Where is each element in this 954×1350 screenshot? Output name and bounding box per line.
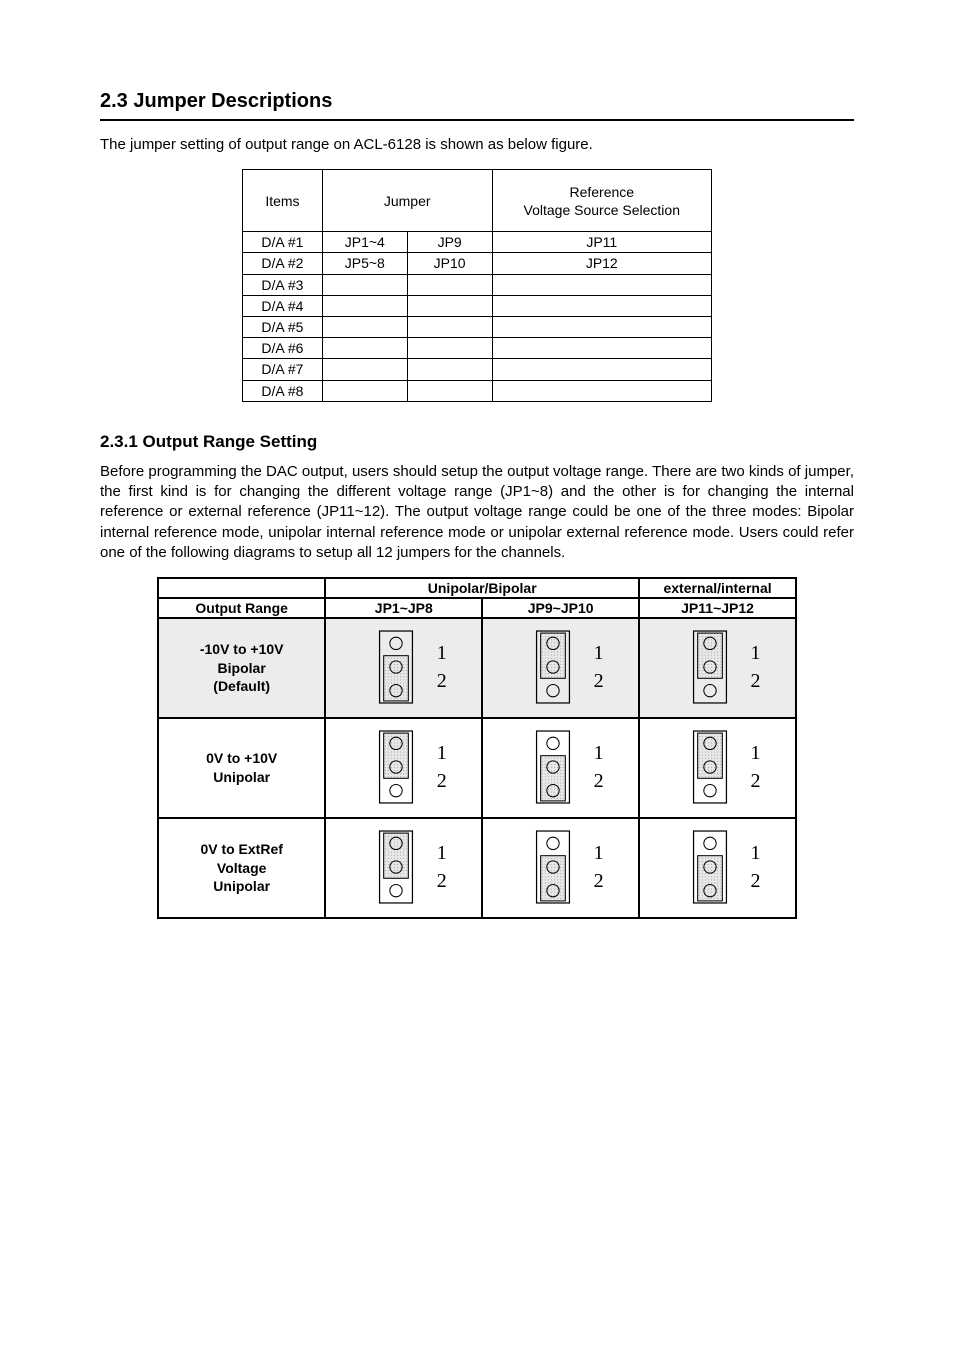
table-row-label: D/A #4 (243, 295, 323, 316)
table-cell (492, 359, 711, 380)
pin-label-2: 2 (751, 667, 761, 695)
jumper-diagram-cell: 12 (482, 718, 639, 818)
pin-label-2: 2 (751, 867, 761, 895)
pin-label-1: 1 (437, 839, 447, 867)
table-row-label: D/A #7 (243, 359, 323, 380)
table-cell (492, 380, 711, 401)
pin-label-2: 2 (751, 767, 761, 795)
table-cell (322, 274, 407, 295)
table-cell: JP11 (492, 232, 711, 253)
subsection-paragraph: Before programming the DAC output, users… (100, 462, 854, 563)
table-row-label: D/A #8 (243, 380, 323, 401)
table-cell (407, 338, 492, 359)
jumper-ref-table-wrap: Items Jumper ReferenceVoltage Source Sel… (100, 169, 854, 402)
table-row-label: D/A #1 (243, 232, 323, 253)
col-items: Items (243, 170, 323, 232)
table-cell (407, 359, 492, 380)
section-number: 2.3 (100, 90, 128, 112)
ext-int-header: external/internal (639, 578, 796, 598)
jumper-diagram-cell: 12 (482, 618, 639, 718)
pin-label-2: 2 (437, 867, 447, 895)
pin-label-1: 1 (594, 739, 604, 767)
output-range-label: 0V to +10VUnipolar (158, 718, 325, 818)
jumper-diagram-cell: 12 (639, 718, 796, 818)
table-cell (322, 295, 407, 316)
jumper-ref-table: Items Jumper ReferenceVoltage Source Sel… (242, 169, 712, 402)
pin-label-2: 2 (437, 767, 447, 795)
table-cell (407, 380, 492, 401)
subsection-header: 2.3.1 Output Range Setting (100, 432, 854, 452)
pin-label-1: 1 (437, 639, 447, 667)
table-cell (492, 295, 711, 316)
section-header: 2.3 Jumper Descriptions (100, 90, 854, 113)
table-row-label: D/A #5 (243, 317, 323, 338)
table-cell: JP9 (407, 232, 492, 253)
table-cell (322, 338, 407, 359)
output-range-table-wrap: Unipolar/Bipolar external/internal Outpu… (100, 577, 854, 919)
table-cell: JP1~4 (322, 232, 407, 253)
jumper-diagram-cell: 12 (639, 618, 796, 718)
table-cell (407, 317, 492, 338)
pin-label-1: 1 (437, 739, 447, 767)
pin-label-2: 2 (594, 767, 604, 795)
blank-header (158, 578, 325, 598)
table-row-label: D/A #3 (243, 274, 323, 295)
jumper-diagram-cell: 12 (325, 818, 482, 918)
pin-label-2: 2 (437, 667, 447, 695)
table-cell (322, 359, 407, 380)
table-row-label: D/A #6 (243, 338, 323, 359)
subsection-title: Output Range Setting (143, 432, 318, 451)
subsection-number: 2.3.1 (100, 432, 138, 451)
pin-label-2: 2 (594, 667, 604, 695)
pin-label-1: 1 (594, 839, 604, 867)
table-cell (407, 274, 492, 295)
table-cell (407, 295, 492, 316)
jp1-8-header: JP1~JP8 (325, 598, 482, 618)
jumper-diagram-cell: 12 (325, 718, 482, 818)
intro-text: The jumper setting of output range on AC… (100, 135, 854, 155)
table-cell (322, 317, 407, 338)
table-cell (492, 274, 711, 295)
table-cell (322, 380, 407, 401)
table-cell: JP12 (492, 253, 711, 274)
table-cell: JP5~8 (322, 253, 407, 274)
pin-label-2: 2 (594, 867, 604, 895)
output-range-label: 0V to ExtRefVoltageUnipolar (158, 818, 325, 918)
jumper-diagram-cell: 12 (325, 618, 482, 718)
col-jumper: Jumper (322, 170, 492, 232)
table-cell (492, 317, 711, 338)
section-title: Jumper Descriptions (133, 90, 332, 112)
table-cell (492, 338, 711, 359)
jumper-diagram-cell: 12 (482, 818, 639, 918)
pin-label-1: 1 (751, 739, 761, 767)
jp11-12-header: JP11~JP12 (639, 598, 796, 618)
pin-label-1: 1 (594, 639, 604, 667)
unipolar-bipolar-header: Unipolar/Bipolar (325, 578, 639, 598)
output-range-label: -10V to +10VBipolar(Default) (158, 618, 325, 718)
pin-label-1: 1 (751, 639, 761, 667)
output-range-table: Unipolar/Bipolar external/internal Outpu… (157, 577, 797, 919)
pin-label-1: 1 (751, 839, 761, 867)
section-rule (100, 119, 854, 121)
jumper-diagram-cell: 12 (639, 818, 796, 918)
col-ref: ReferenceVoltage Source Selection (492, 170, 711, 232)
jp9-10-header: JP9~JP10 (482, 598, 639, 618)
output-range-header: Output Range (158, 598, 325, 618)
table-row-label: D/A #2 (243, 253, 323, 274)
table-cell: JP10 (407, 253, 492, 274)
